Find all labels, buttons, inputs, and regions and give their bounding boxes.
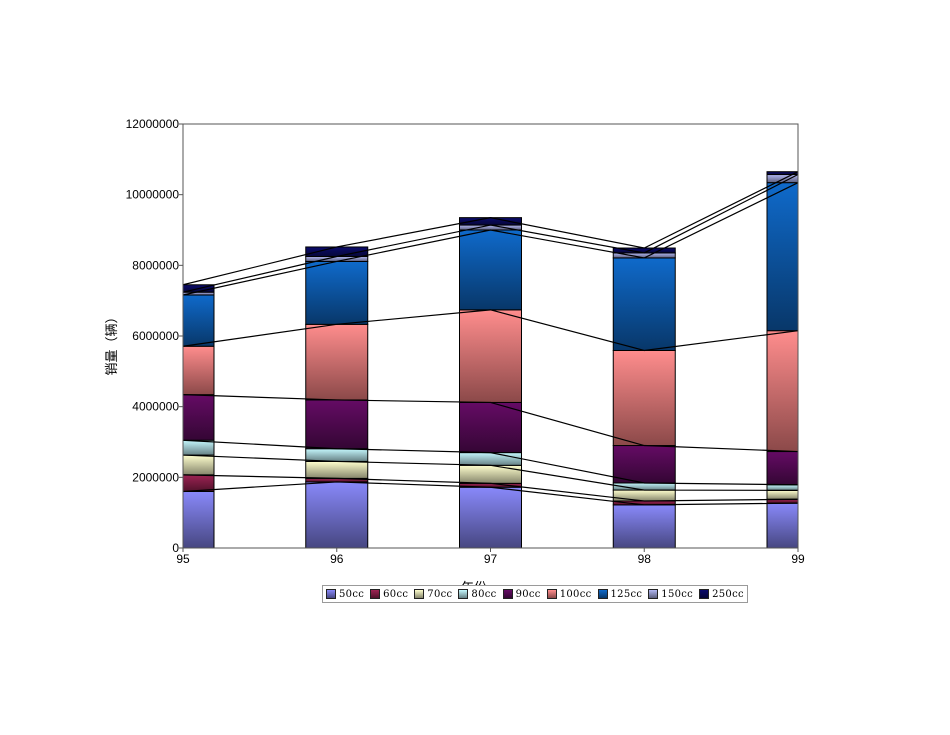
series-line-70cc: [182, 454, 799, 492]
bar-50cc-97: [459, 486, 522, 549]
bar-125cc-98: [612, 257, 676, 351]
bar-80cc-99: [766, 484, 799, 491]
legend-item-60cc: 60cc: [370, 589, 408, 600]
series-lines-layer: [182, 171, 799, 506]
legend-swatch: [699, 589, 710, 599]
bar-70cc-97: [459, 464, 522, 484]
y-tick-label: 2000000: [132, 470, 179, 484]
legend-swatch: [458, 589, 469, 599]
legend-swatch: [326, 589, 336, 599]
series-line-60cc: [182, 474, 799, 502]
bar-90cc-99: [766, 451, 799, 486]
bar-50cc-98: [612, 504, 676, 549]
x-axis: 95 96 97 98 99: [176, 548, 805, 566]
legend-label: 60cc: [383, 588, 409, 600]
bar-90cc-96: [305, 399, 369, 450]
bar-90cc-97: [459, 401, 522, 454]
bar-50cc-96: [305, 481, 369, 549]
x-tick-label: 95: [176, 552, 190, 566]
bar-80cc-95: [182, 439, 215, 456]
legend-item-50cc: 50cc: [326, 589, 364, 600]
x-tick-label: 96: [330, 552, 344, 566]
bar-125cc-96: [305, 260, 369, 325]
series-line-50cc: [182, 481, 799, 506]
legend-label: 70cc: [427, 588, 453, 600]
series-line-250cc: [182, 171, 799, 286]
bar-70cc-96: [305, 460, 369, 479]
legend-item-70cc: 70cc: [414, 589, 452, 600]
bar-100cc-98: [612, 349, 676, 447]
legend-label: 100cc: [559, 588, 592, 600]
legend-label: 50cc: [339, 588, 365, 600]
y-axis: 0 2000000 4000000 6000000 8000000 10000000 120…: [126, 117, 183, 555]
y-tick-label: 10000000: [126, 188, 180, 202]
legend-swatch: [414, 589, 425, 599]
bar-50cc-95: [182, 490, 215, 549]
x-tick-label: 97: [484, 552, 498, 566]
legend-item-150cc: 150cc: [648, 589, 693, 600]
series-line-150cc: [182, 173, 799, 293]
bar-70cc-98: [612, 489, 676, 502]
legend-label: 150cc: [661, 588, 694, 600]
legend-label: 125cc: [610, 588, 643, 600]
legend-item-80cc: 80cc: [458, 589, 496, 600]
y-tick-label: 4000000: [132, 400, 179, 414]
bars-layer: [182, 171, 799, 549]
series-line-80cc: [182, 439, 799, 486]
bar-80cc-97: [459, 452, 522, 466]
x-tick-label: 98: [638, 552, 652, 566]
y-tick-label: 8000000: [132, 258, 179, 272]
legend-swatch: [502, 589, 513, 599]
bar-100cc-95: [182, 345, 215, 396]
bar-100cc-96: [305, 323, 369, 401]
legend-label: 90cc: [515, 588, 541, 600]
bar-100cc-97: [459, 309, 522, 403]
series-line-125cc: [182, 182, 799, 296]
bar-100cc-99: [766, 330, 799, 453]
legend-item-125cc: 125cc: [597, 588, 643, 600]
bar-90cc-98: [612, 445, 676, 484]
y-tick-label: 6000000: [132, 329, 179, 343]
bar-125cc-99: [766, 182, 799, 332]
bar-60cc-95: [182, 474, 215, 492]
legend-swatch: [597, 589, 608, 599]
bar-80cc-96: [305, 448, 369, 462]
bar-125cc-95: [182, 294, 215, 347]
x-tick-label: 99: [791, 552, 805, 566]
legend-swatch: [648, 589, 659, 599]
bar-125cc-97: [459, 229, 522, 311]
legend-swatch: [370, 589, 381, 599]
y-tick-label: 0: [172, 541, 179, 555]
series-line-90cc: [182, 394, 799, 453]
legend-label: 80cc: [471, 588, 497, 600]
chart-legend: 50cc 60cc 70cc 80cc 90cc 100cc 125cc 150cc 250cc: [322, 585, 748, 603]
bar-150cc-99: [766, 174, 799, 184]
bar-90cc-95: [182, 394, 215, 441]
legend-item-100cc: 100cc: [546, 588, 592, 600]
bar-50cc-99: [766, 502, 799, 549]
legend-swatch: [546, 589, 557, 599]
bar-70cc-95: [182, 454, 215, 476]
y-axis-title: 销量（辆）: [105, 310, 120, 375]
bar-70cc-99: [766, 489, 799, 500]
y-tick-label: 12000000: [126, 117, 180, 131]
legend-label: 250cc: [712, 588, 744, 600]
legend-item-250cc: 250cc: [699, 589, 744, 600]
legend-item-90cc: 90cc: [502, 588, 541, 600]
series-line-100cc: [182, 309, 799, 352]
